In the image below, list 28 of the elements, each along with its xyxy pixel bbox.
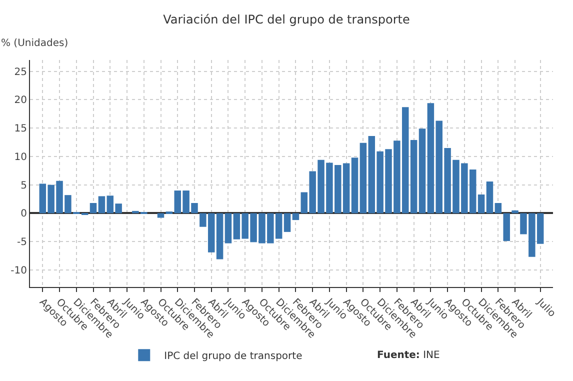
bar xyxy=(216,213,224,260)
bar xyxy=(418,128,426,214)
y-tick-label: 25 xyxy=(14,66,27,78)
bar xyxy=(512,210,518,214)
legend-label: IPC del grupo de transporte xyxy=(164,351,302,362)
bar xyxy=(284,213,291,232)
y-tick-label: -5 xyxy=(17,237,27,248)
bar xyxy=(494,203,502,214)
y-tick-label: 20 xyxy=(14,95,27,106)
bar xyxy=(478,194,485,214)
y-tick-label: 0 xyxy=(20,208,27,220)
bar xyxy=(486,181,494,214)
y-tick-label: 15 xyxy=(14,124,27,135)
bar xyxy=(157,213,164,218)
y-axis-title: % (Unidades) xyxy=(1,38,68,49)
bar xyxy=(90,203,97,214)
bar xyxy=(98,196,106,214)
bar xyxy=(503,213,510,242)
y-tick-label: 5 xyxy=(20,180,27,192)
source-note: Fuente: INE xyxy=(377,350,440,361)
chart-title: Variación del IPC del grupo de transporte xyxy=(163,12,410,27)
bar xyxy=(224,213,232,244)
y-tick-label: -10 xyxy=(10,265,27,276)
bar xyxy=(292,213,300,220)
bar xyxy=(351,158,358,214)
bar xyxy=(360,142,367,214)
bar xyxy=(427,103,434,214)
y-tick-label: 10 xyxy=(14,152,27,163)
